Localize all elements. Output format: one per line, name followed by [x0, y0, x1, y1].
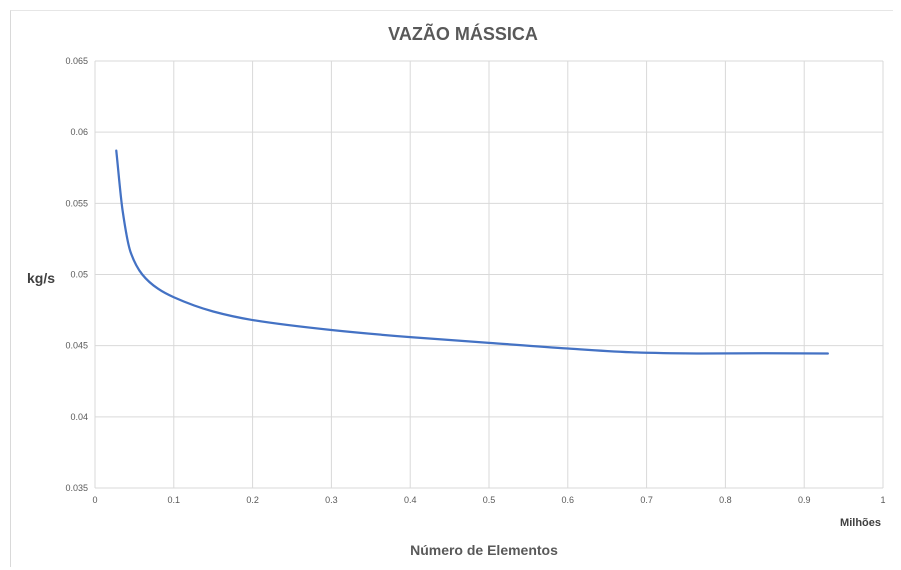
- y-tick-label: 0.055: [65, 198, 88, 208]
- gridlines: [94, 60, 884, 489]
- x-tick-label: 1: [880, 495, 885, 505]
- x-tick-label: 0.4: [404, 495, 417, 505]
- series: [115, 149, 829, 355]
- x-tick-label: 0.5: [483, 495, 496, 505]
- y-tick-label: 0.065: [65, 56, 88, 66]
- chart-frame: [10, 10, 893, 567]
- y-axis-label: kg/s: [27, 270, 55, 286]
- x-tick-label: 0.7: [640, 495, 653, 505]
- y-tick-label: 0.04: [70, 412, 88, 422]
- y-tick-label: 0.045: [65, 341, 88, 351]
- x-tick-label: 0: [92, 495, 97, 505]
- series-line: [115, 149, 829, 355]
- x-tick-label: 0.1: [168, 495, 181, 505]
- y-tick-label: 0.05: [70, 270, 88, 280]
- x-axis-units-label: Milhões: [840, 517, 881, 529]
- tick-labels: 0 0.1 0.2 0.3 0.4 0.5 0.6 0.7 0.8 0.9 1 0.035 0.04 0.…: [65, 56, 885, 505]
- y-tick-label: 0.035: [65, 483, 88, 493]
- x-tick-label: 0.2: [246, 495, 259, 505]
- x-tick-label: 0.9: [798, 495, 811, 505]
- x-tick-label: 0.6: [562, 495, 575, 505]
- x-tick-label: 0.3: [325, 495, 338, 505]
- y-tick-label: 0.06: [70, 127, 88, 137]
- x-tick-label: 0.8: [719, 495, 732, 505]
- chart-title: VAZÃO MÁSSICA: [388, 23, 538, 44]
- x-axis-label: Número de Elementos: [410, 542, 558, 558]
